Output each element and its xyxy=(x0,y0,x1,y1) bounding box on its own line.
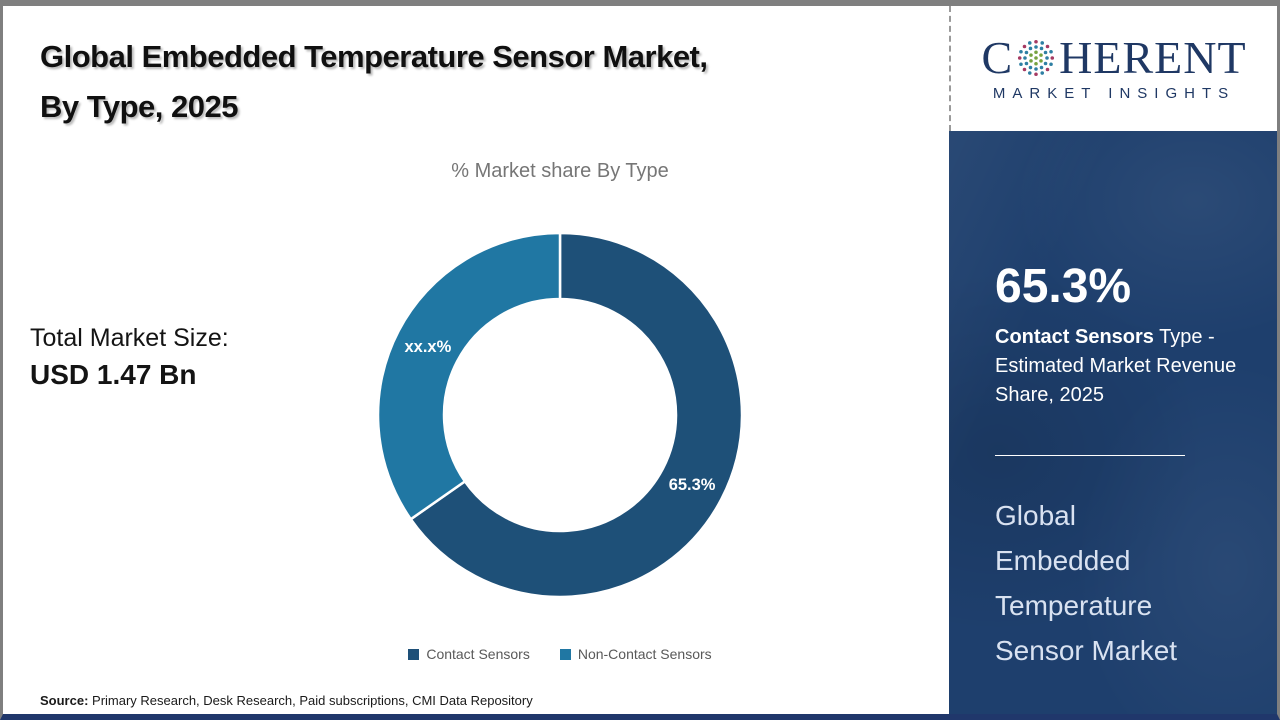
donut-segment-contact-sensors xyxy=(409,231,744,599)
highlight-stat-value: 65.3% xyxy=(995,260,1132,313)
legend-item-contact-sensors: Contact Sensors xyxy=(408,646,530,662)
legend-item-non-contact-sensors: Non-Contact Sensors xyxy=(559,646,712,662)
legend-label-non-contact-sensors: Non-Contact Sensors xyxy=(577,646,712,662)
chart-legend: Contact Sensors Non-Contact Sensors xyxy=(335,646,785,662)
page-title-line2: By Type, 2025 xyxy=(40,89,238,124)
donut-chart: 65.3% xx.x% xyxy=(375,230,745,600)
total-market-size-label: Total Market Size: xyxy=(30,324,229,352)
legend-swatch-non-contact-sensors xyxy=(559,648,571,660)
source-text: Primary Research, Desk Research, Paid su… xyxy=(88,693,533,708)
sidebar-divider xyxy=(995,455,1185,456)
globe-dots-icon xyxy=(1018,39,1055,77)
page-title: Global Embedded Temperature Sensor Marke… xyxy=(40,32,708,132)
sidebar: C HERENT MARKET INSIGHTS 65.3% Contact S… xyxy=(949,6,1277,714)
donut-label-non-contact-sensors: xx.x% xyxy=(405,338,452,356)
brand-letters-rest: HERENT xyxy=(1059,32,1247,83)
legend-label-contact-sensors: Contact Sensors xyxy=(426,646,530,662)
brand-logo: C HERENT MARKET INSIGHTS xyxy=(949,6,1277,131)
source-label: Source: xyxy=(40,693,89,708)
highlight-stat-rest: Type - Estimated Market Revenue Share, 2… xyxy=(995,326,1237,406)
total-market-size: Total Market Size: USD 1.47 Bn xyxy=(30,324,229,391)
brand-tagline: MARKET INSIGHTS xyxy=(992,85,1236,102)
donut-chart-svg: 65.3% xx.x% xyxy=(376,231,744,599)
source-note: Source: Primary Research, Desk Research,… xyxy=(40,693,533,708)
donut-label-contact-sensors: 65.3% xyxy=(669,476,716,494)
page-title-line1: Global Embedded Temperature Sensor Marke… xyxy=(40,39,708,74)
sidebar-panel: 65.3% Contact Sensors Type - Estimated M… xyxy=(949,131,1277,714)
highlight-stat-description: Contact Sensors Type - Estimated Market … xyxy=(995,323,1240,410)
brand-letter-c: C xyxy=(981,32,1014,83)
highlight-stat-bold: Contact Sensors xyxy=(995,326,1154,348)
donut-segment-non-contact-sensors xyxy=(376,231,562,521)
brand-wordmark: C HERENT xyxy=(981,35,1246,81)
sidebar-market-title: Global Embedded Temperature Sensor Marke… xyxy=(995,500,1178,666)
legend-swatch-contact-sensors xyxy=(408,648,420,660)
chart-subtitle: % Market share By Type xyxy=(451,160,669,182)
total-market-size-value: USD 1.47 Bn xyxy=(30,359,197,390)
chart-area: Global Embedded Temperature Sensor Marke… xyxy=(3,6,949,714)
